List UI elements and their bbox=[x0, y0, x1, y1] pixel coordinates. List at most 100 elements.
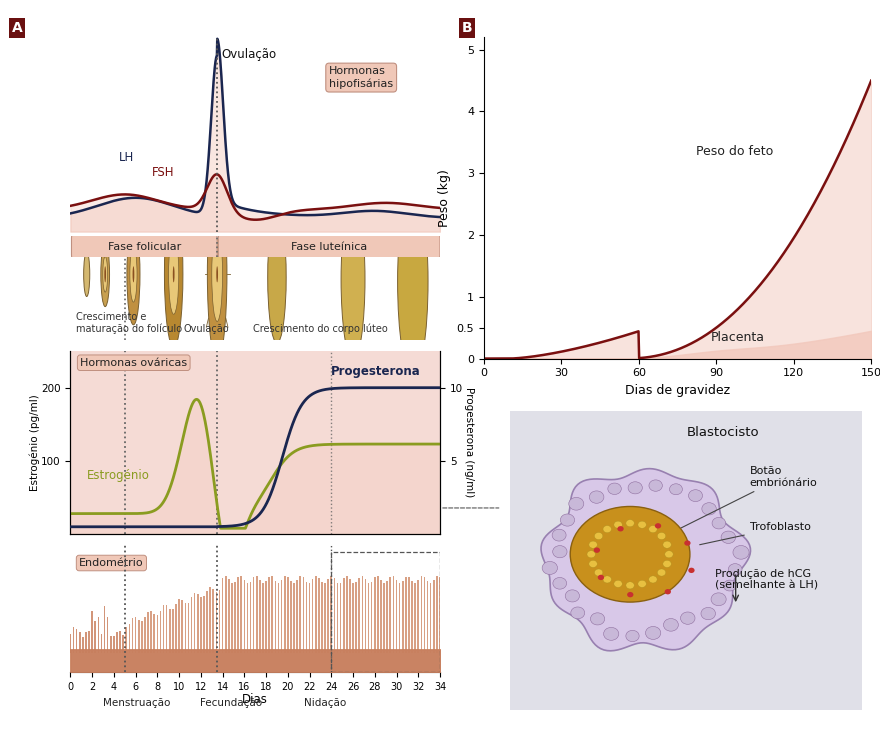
Text: Trofoblasto: Trofoblasto bbox=[700, 522, 810, 545]
Circle shape bbox=[655, 523, 661, 529]
Bar bbox=[386, 581, 388, 653]
Bar bbox=[206, 591, 208, 653]
Circle shape bbox=[627, 592, 634, 598]
Bar bbox=[390, 577, 391, 653]
Bar bbox=[417, 580, 419, 653]
FancyBboxPatch shape bbox=[218, 234, 440, 259]
Bar bbox=[262, 583, 264, 653]
Text: Hormonas ováricas: Hormonas ováricas bbox=[80, 358, 187, 368]
Circle shape bbox=[628, 482, 642, 494]
Bar bbox=[370, 582, 372, 653]
Bar bbox=[368, 583, 370, 653]
Bar bbox=[225, 576, 226, 653]
Circle shape bbox=[670, 484, 682, 495]
Bar bbox=[153, 614, 155, 653]
Bar bbox=[228, 579, 230, 653]
Ellipse shape bbox=[398, 185, 428, 377]
Bar bbox=[231, 583, 232, 653]
X-axis label: Dias: Dias bbox=[242, 693, 268, 707]
Text: Fase luteínica: Fase luteínica bbox=[291, 241, 367, 252]
Circle shape bbox=[604, 627, 619, 640]
Y-axis label: Progesterona (ng/ml): Progesterona (ng/ml) bbox=[465, 388, 474, 498]
Bar bbox=[179, 599, 180, 653]
Circle shape bbox=[664, 589, 671, 595]
Bar bbox=[222, 578, 224, 653]
Ellipse shape bbox=[84, 252, 90, 297]
Circle shape bbox=[721, 531, 736, 543]
Bar bbox=[185, 603, 187, 653]
Bar bbox=[318, 577, 319, 653]
Bar bbox=[433, 580, 435, 653]
Bar bbox=[358, 577, 360, 653]
Bar bbox=[396, 580, 398, 653]
Text: A: A bbox=[11, 21, 22, 35]
Bar bbox=[122, 635, 124, 653]
Circle shape bbox=[626, 630, 639, 642]
Circle shape bbox=[590, 491, 604, 503]
Bar bbox=[399, 583, 400, 653]
Ellipse shape bbox=[208, 188, 227, 360]
Bar bbox=[337, 583, 338, 653]
Circle shape bbox=[594, 569, 603, 576]
Bar bbox=[384, 583, 385, 653]
Bar bbox=[147, 612, 149, 653]
Bar bbox=[104, 607, 106, 653]
Circle shape bbox=[733, 545, 749, 560]
Bar bbox=[128, 624, 130, 653]
Circle shape bbox=[603, 526, 612, 533]
Bar bbox=[405, 577, 407, 653]
Text: Crescimento e
maturação do folículo: Crescimento e maturação do folículo bbox=[76, 311, 182, 334]
Circle shape bbox=[618, 526, 624, 531]
Circle shape bbox=[680, 612, 695, 624]
Bar bbox=[157, 615, 158, 653]
Ellipse shape bbox=[212, 227, 223, 321]
Ellipse shape bbox=[570, 506, 690, 602]
Bar bbox=[141, 622, 143, 653]
Ellipse shape bbox=[165, 202, 183, 347]
Bar bbox=[240, 576, 242, 653]
Circle shape bbox=[594, 533, 603, 539]
Bar bbox=[265, 581, 267, 653]
Bar bbox=[82, 637, 84, 653]
X-axis label: Dias de gravidez: Dias de gravidez bbox=[625, 384, 730, 397]
Bar bbox=[284, 576, 285, 653]
Circle shape bbox=[565, 590, 580, 602]
Bar bbox=[349, 579, 351, 653]
Bar bbox=[203, 596, 205, 653]
Bar bbox=[421, 576, 422, 653]
Text: Fase folicular: Fase folicular bbox=[107, 241, 181, 252]
Text: Hormonas
hipofisárias: Hormonas hipofisárias bbox=[329, 66, 393, 89]
Circle shape bbox=[664, 619, 678, 631]
Bar bbox=[334, 578, 335, 653]
Bar bbox=[135, 617, 136, 653]
Bar bbox=[299, 576, 301, 653]
Bar bbox=[321, 582, 323, 653]
Bar bbox=[256, 576, 258, 653]
Bar bbox=[423, 577, 425, 653]
Ellipse shape bbox=[103, 256, 107, 292]
Circle shape bbox=[598, 574, 604, 580]
Bar bbox=[172, 609, 173, 653]
Text: Ovulação: Ovulação bbox=[183, 324, 229, 334]
Bar bbox=[88, 631, 90, 653]
Circle shape bbox=[552, 529, 566, 541]
FancyBboxPatch shape bbox=[71, 234, 217, 259]
Bar bbox=[144, 617, 146, 653]
Circle shape bbox=[590, 613, 605, 625]
Ellipse shape bbox=[169, 235, 179, 314]
Circle shape bbox=[646, 627, 661, 639]
FancyBboxPatch shape bbox=[510, 411, 862, 710]
Ellipse shape bbox=[130, 247, 137, 302]
Bar bbox=[287, 577, 289, 653]
Text: Blastocisto: Blastocisto bbox=[686, 426, 759, 438]
Circle shape bbox=[571, 607, 584, 619]
Bar bbox=[165, 605, 167, 653]
Circle shape bbox=[568, 498, 583, 510]
Bar bbox=[100, 634, 102, 653]
Ellipse shape bbox=[268, 212, 286, 343]
Bar bbox=[98, 617, 99, 653]
Bar bbox=[191, 598, 193, 653]
Bar bbox=[197, 594, 199, 653]
Bar bbox=[200, 598, 202, 653]
Bar bbox=[312, 580, 313, 653]
